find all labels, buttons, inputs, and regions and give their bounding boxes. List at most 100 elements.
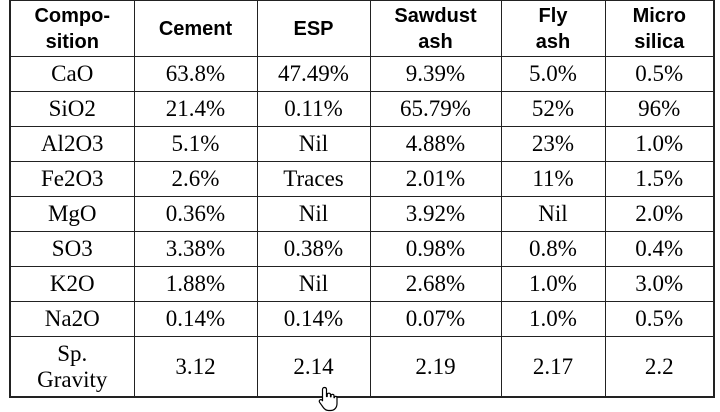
row-label-text: Sp. xyxy=(57,340,88,366)
table-cell-micro-silica: 0.5% xyxy=(604,56,715,92)
table-cell-sawdust-ash: 65.79% xyxy=(369,91,502,127)
table-row: Sp. Gravity 3.12 2.14 2.19 2.17 2.2 xyxy=(9,336,715,398)
cell-value-text: 0.11% xyxy=(284,96,343,121)
hand-pointer-cursor-icon xyxy=(318,386,338,412)
cell-value-text: 2.6% xyxy=(171,166,220,191)
cell-value-text: 65.79% xyxy=(400,96,471,121)
column-header-esp-text: ESP xyxy=(293,17,334,40)
row-label-cell: Sp. Gravity xyxy=(9,336,135,398)
cell-value-text: 3.12 xyxy=(175,353,216,379)
row-label-cell: Na2O xyxy=(9,301,135,337)
table-cell-esp: Traces xyxy=(256,161,371,197)
cell-value-text: 23% xyxy=(531,131,575,156)
table-row: Al2O3 5.1% Nil 4.88% 23% 1.0% xyxy=(9,126,715,162)
table-cell-micro-silica: 0.4% xyxy=(604,231,715,267)
cell-value-text: 0.36% xyxy=(165,201,226,226)
cell-value-text: 47.49% xyxy=(278,61,349,86)
cell-value-text: 5.1% xyxy=(171,131,220,156)
cell-value-text: 52% xyxy=(531,96,575,121)
table-cell-sawdust-ash: 2.01% xyxy=(369,161,502,197)
table-cell-sawdust-ash: 9.39% xyxy=(369,56,502,92)
cell-value-text: 2.2 xyxy=(644,353,674,379)
row-label-cell: SO3 xyxy=(9,231,135,267)
column-header-fly-ash: Fly ash xyxy=(500,0,606,57)
cell-value-text: 2.01% xyxy=(405,166,466,191)
cell-value-text: 96% xyxy=(638,96,681,121)
cell-value-text: 1.0% xyxy=(529,306,577,331)
cell-value-text: 1.0% xyxy=(635,131,684,156)
table-cell-micro-silica: 96% xyxy=(604,91,715,127)
table-row: K2O 1.88% Nil 2.68% 1.0% 3.0% xyxy=(9,266,715,302)
row-label-text: CaO xyxy=(51,61,94,86)
cell-value-text: Nil xyxy=(538,201,568,226)
row-label-cell: Fe2O3 xyxy=(9,161,135,197)
table-cell-cement: 1.88% xyxy=(133,266,258,302)
table-cell-fly-ash: 0.8% xyxy=(500,231,606,267)
cell-value-text: 1.88% xyxy=(165,271,226,296)
row-label-text: Fe2O3 xyxy=(40,166,104,191)
column-header-sawdust-ash-text: Sawdust xyxy=(394,4,477,27)
table-cell-fly-ash: 2.17 xyxy=(500,336,606,398)
cell-value-text: 2.68% xyxy=(405,271,466,296)
table-cell-sawdust-ash: 2.19 xyxy=(369,336,502,398)
table-cell-sawdust-ash: 2.68% xyxy=(369,266,502,302)
cell-value-text: 0.5% xyxy=(635,61,684,86)
cell-value-text: 3.92% xyxy=(405,201,466,226)
table-cell-cement: 3.12 xyxy=(133,336,258,398)
table-cell-cement: 3.38% xyxy=(133,231,258,267)
table-cell-esp: 47.49% xyxy=(256,56,371,92)
table-row: CaO 63.8% 47.49% 9.39% 5.0% 0.5% xyxy=(9,56,715,92)
column-header-micro-silica-text: Micro xyxy=(632,4,686,27)
row-label-text: SiO2 xyxy=(48,96,96,121)
cell-value-text: 2.14 xyxy=(293,353,334,379)
table-row: SiO2 21.4% 0.11% 65.79% 52% 96% xyxy=(9,91,715,127)
composition-table: Compo-sition Cement ESP Sawdust ash Fly ash Mic… xyxy=(9,0,715,398)
row-label-cell: MgO xyxy=(9,196,135,232)
table-header-row: Compo-sition Cement ESP Sawdust ash Fly ash Mic… xyxy=(9,0,715,57)
cell-value-text: 0.5% xyxy=(635,306,684,331)
cell-value-text: 0.4% xyxy=(635,236,684,261)
table-row: SO3 3.38% 0.38% 0.98% 0.8% 0.4% xyxy=(9,231,715,267)
table-cell-cement: 2.6% xyxy=(133,161,258,197)
row-label-cell: Al2O3 xyxy=(9,126,135,162)
table-cell-esp: Nil xyxy=(256,196,371,232)
column-header-micro-silica: Micro silica xyxy=(604,0,715,57)
table-cell-fly-ash: Nil xyxy=(500,196,606,232)
column-header-esp: ESP xyxy=(256,0,371,57)
cell-value-text: 0.14% xyxy=(283,306,344,331)
column-header-cement-text: Cement xyxy=(158,17,233,40)
table-cell-esp: 0.38% xyxy=(256,231,371,267)
cell-value-text: 0.8% xyxy=(529,236,577,261)
cell-value-text: 1.0% xyxy=(529,271,577,296)
cell-value-text: 2.17 xyxy=(532,353,574,379)
cell-value-text: 4.88% xyxy=(405,131,466,156)
cell-value-text: 0.14% xyxy=(165,306,226,331)
table-cell-fly-ash: 1.0% xyxy=(500,266,606,302)
cell-value-text: 0.98% xyxy=(405,236,466,261)
table-cell-cement: 0.36% xyxy=(133,196,258,232)
column-header-composition-text: Compo- xyxy=(34,4,111,27)
row-label-text: Al2O3 xyxy=(40,131,104,156)
table-row: Fe2O3 2.6% Traces 2.01% 11% 1.5% xyxy=(9,161,715,197)
column-header-fly-ash-text: ash xyxy=(535,30,571,53)
row-label-cell: SiO2 xyxy=(9,91,135,127)
table-cell-fly-ash: 11% xyxy=(500,161,606,197)
table-cell-esp: 0.14% xyxy=(256,301,371,337)
table-row: MgO 0.36% Nil 3.92% Nil 2.0% xyxy=(9,196,715,232)
table-cell-micro-silica: 3.0% xyxy=(604,266,715,302)
table-cell-micro-silica: 0.5% xyxy=(604,301,715,337)
cell-value-text: 2.19 xyxy=(415,353,456,379)
table-cell-cement: 63.8% xyxy=(133,56,258,92)
cell-value-text: 0.38% xyxy=(283,236,344,261)
cell-value-text: Nil xyxy=(298,271,329,296)
cell-value-text: 63.8% xyxy=(165,61,226,86)
row-label-cell: CaO xyxy=(9,56,135,92)
table-cell-esp: Nil xyxy=(256,266,371,302)
row-label-text: Gravity xyxy=(37,366,108,392)
table-cell-cement: 0.14% xyxy=(133,301,258,337)
row-label-text: SO3 xyxy=(51,236,93,261)
row-label-cell: K2O xyxy=(9,266,135,302)
column-header-composition-text: sition xyxy=(45,30,99,53)
table-cell-fly-ash: 1.0% xyxy=(500,301,606,337)
column-header-cement: Cement xyxy=(133,0,258,57)
